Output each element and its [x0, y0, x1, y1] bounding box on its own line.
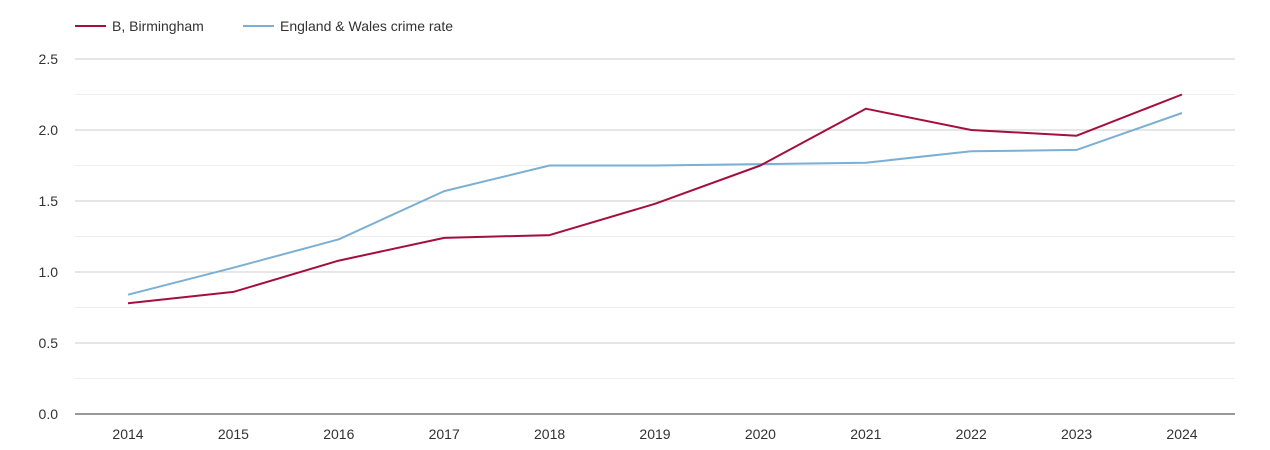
x-tick-label: 2024 [1166, 426, 1197, 442]
y-axis: 0.0 0.5 1.0 1.5 2.0 2.5 [39, 51, 59, 422]
series-line-england-wales-crime-rate [127, 112, 1183, 296]
legend: B, Birmingham England & Wales crime rate [75, 18, 453, 34]
x-tick-label: 2018 [534, 426, 565, 442]
x-tick-label: 2023 [1061, 426, 1092, 442]
series-group [127, 93, 1183, 305]
y-tick-label: 1.5 [39, 193, 59, 209]
y-tick-label: 2.5 [39, 51, 59, 67]
x-tick-label: 2014 [112, 426, 143, 442]
x-tick-label: 2021 [850, 426, 881, 442]
grid [75, 58, 1235, 379]
y-tick-label: 0.0 [39, 406, 59, 422]
y-tick-label: 0.5 [39, 335, 59, 351]
legend-item-england-wales[interactable]: England & Wales crime rate [243, 18, 453, 34]
x-tick-label: 2022 [956, 426, 987, 442]
series-line-b-birmingham [127, 93, 1183, 305]
x-tick-label: 2017 [429, 426, 460, 442]
x-tick-label: 2016 [323, 426, 354, 442]
x-tick-label: 2015 [218, 426, 249, 442]
y-tick-label: 2.0 [39, 122, 59, 138]
y-tick-label: 1.0 [39, 264, 59, 280]
x-tick-label: 2019 [639, 426, 670, 442]
x-tick-label: 2020 [745, 426, 776, 442]
legend-item-birmingham[interactable]: B, Birmingham [75, 18, 204, 34]
legend-label-birmingham: B, Birmingham [112, 18, 204, 34]
x-axis: 2014 2015 2016 2017 2018 2019 2020 2021 2022 2023… [75, 413, 1235, 442]
legend-label-england-wales: England & Wales crime rate [280, 18, 453, 34]
